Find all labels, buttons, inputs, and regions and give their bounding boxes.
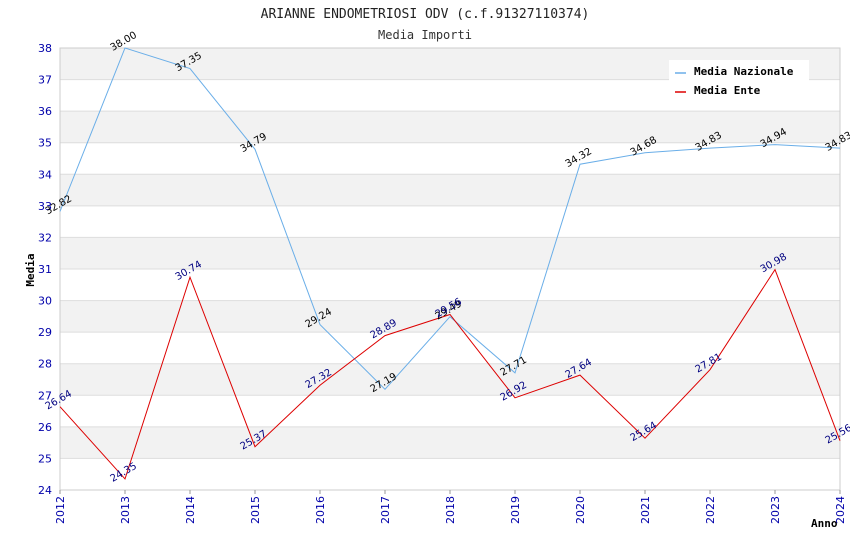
x-tick-label: 2014 — [184, 496, 197, 524]
y-tick-label: 25 — [38, 452, 52, 465]
chart-title: ARIANNE ENDOMETRIOSI ODV (c.f.9132711037… — [261, 7, 590, 22]
y-axis-label: Media — [24, 253, 37, 286]
y-tick-label: 33 — [38, 200, 52, 213]
x-tick-label: 2012 — [54, 496, 67, 524]
legend-box — [669, 60, 809, 102]
chart-subtitle: Media Importi — [378, 28, 472, 42]
y-tick-label: 35 — [38, 137, 52, 150]
x-axis-label: Anno — [811, 517, 838, 530]
series-lines — [59, 47, 841, 480]
x-tick-label: 2023 — [769, 496, 782, 524]
data-label-nazionale: 34.32 — [564, 146, 594, 170]
series-line-nazionale — [59, 47, 841, 391]
legend: Media Nazionale Media Ente — [669, 60, 809, 102]
x-tick-label: 2018 — [444, 496, 457, 524]
y-axis-ticks: 24 25 26 27 28 29 30 31 32 33 34 35 36 37 38 — [38, 42, 52, 497]
x-tick-label: 2024 — [834, 496, 847, 524]
data-label-ente: 24.35 — [109, 461, 139, 485]
x-tick-label: 2017 — [379, 496, 392, 524]
grid-band-0 — [60, 426, 840, 459]
x-tick-label: 2021 — [639, 496, 652, 524]
y-tick-label: 26 — [38, 421, 52, 434]
y-tick-label: 37 — [38, 74, 52, 87]
y-tick-label: 36 — [38, 105, 52, 118]
grid-band-4 — [60, 174, 840, 206]
data-label-nazionale: 32.82 — [44, 193, 74, 217]
y-tick-label: 34 — [38, 168, 52, 181]
legend-label-ente: Media Ente — [694, 84, 761, 97]
x-tick-label: 2015 — [249, 496, 262, 524]
y-tick-label: 32 — [38, 231, 52, 244]
x-tick-label: 2020 — [574, 496, 587, 524]
x-tick-label: 2019 — [509, 496, 522, 524]
y-tick-label: 30 — [38, 295, 52, 308]
x-tick-label: 2022 — [704, 496, 717, 524]
y-tick-label: 27 — [38, 389, 52, 402]
y-tick-label: 31 — [38, 263, 52, 276]
y-tick-label: 29 — [38, 326, 52, 339]
x-tick-label: 2013 — [119, 496, 132, 524]
grid-band-3 — [60, 237, 840, 269]
y-tick-label: 28 — [38, 358, 52, 371]
series-line-ente — [59, 268, 841, 480]
grid-band-1 — [60, 363, 840, 396]
x-axis-ticks: 2012 2013 2014 2015 2016 2017 2018 2019 2020 2021… — [54, 490, 847, 524]
x-tick-label: 2016 — [314, 496, 327, 524]
grid-bands — [60, 48, 840, 459]
y-tick-label: 24 — [38, 484, 52, 497]
legend-label-nazionale: Media Nazionale — [694, 65, 794, 78]
y-tick-label: 38 — [38, 42, 52, 55]
grid-band-5 — [60, 111, 840, 143]
